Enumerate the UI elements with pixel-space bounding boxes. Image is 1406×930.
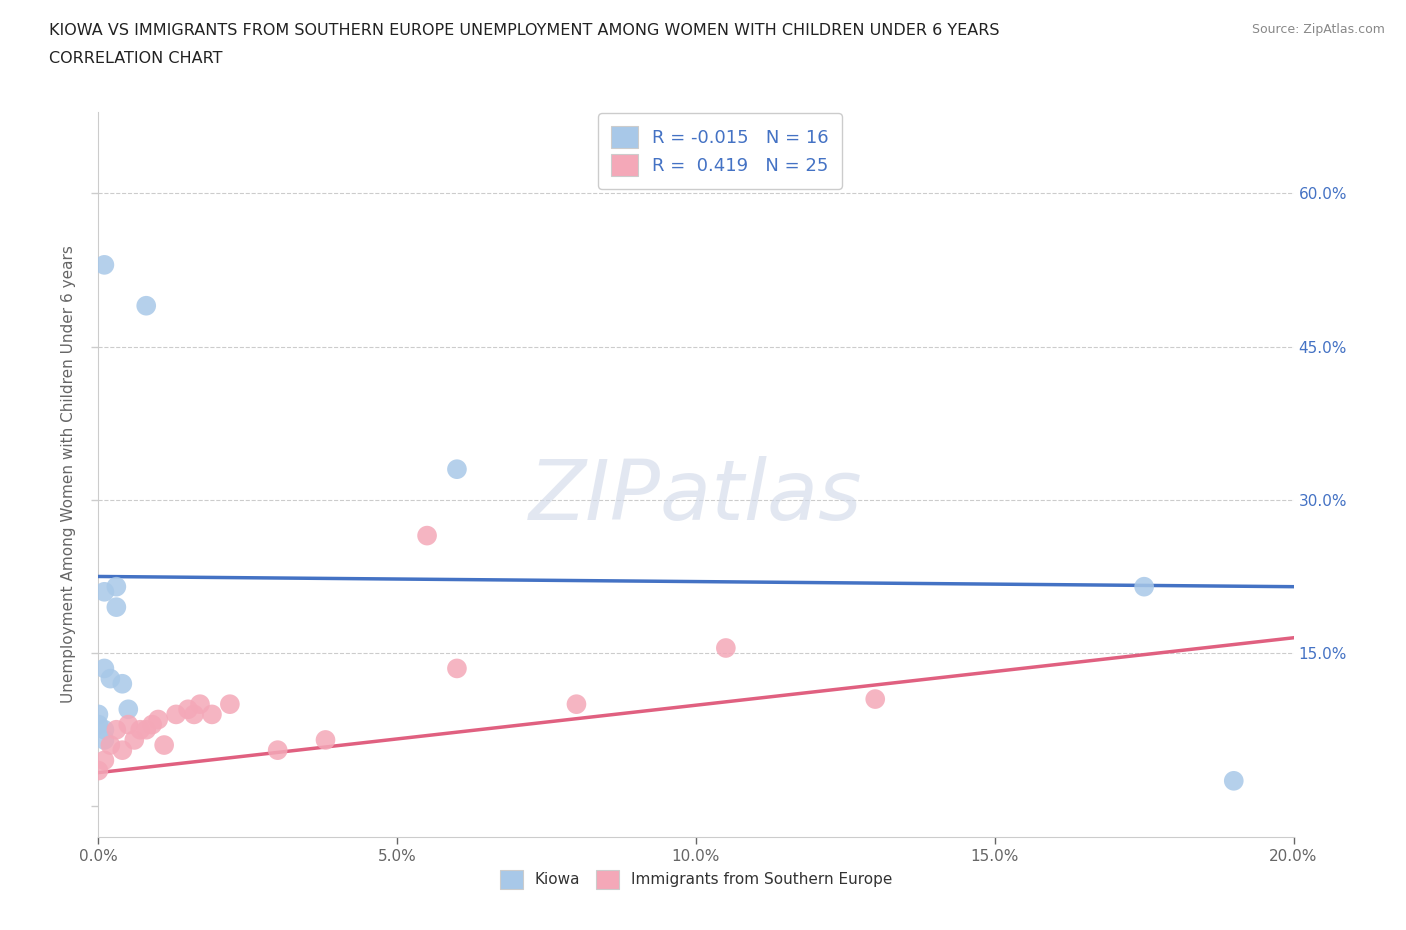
Point (141, 717, 163, 732)
Y-axis label: Unemployment Among Women with Children Under 6 years: Unemployment Among Women with Children U… (60, 246, 76, 703)
Point (267, 743, 290, 758)
Point (165, 707, 187, 722)
Point (1133, 579, 1156, 594)
Text: Source: ZipAtlas.com: Source: ZipAtlas.com (1251, 23, 1385, 36)
Point (93, 723, 115, 737)
Point (446, 462, 468, 477)
Point (117, 702, 139, 717)
Point (135, 723, 157, 737)
Point (416, 528, 439, 543)
Point (153, 737, 176, 752)
Point (129, 723, 152, 737)
Point (117, 717, 139, 732)
Point (93, 258, 115, 272)
Point (87, 764, 110, 778)
Point (98, 737, 122, 752)
Point (87, 707, 110, 722)
Point (1223, 774, 1246, 789)
Point (98, 671, 122, 686)
Point (93, 733, 115, 748)
Point (93, 753, 115, 768)
Legend: Kiowa, Immigrants from Southern Europe: Kiowa, Immigrants from Southern Europe (494, 864, 898, 895)
Point (105, 723, 128, 737)
Point (714, 641, 737, 656)
Point (93, 661, 115, 676)
Point (183, 707, 205, 722)
Text: ZIPatlas: ZIPatlas (529, 456, 863, 537)
Point (87, 717, 110, 732)
Point (93, 584, 115, 599)
Point (135, 299, 157, 313)
Point (105, 600, 128, 615)
Point (446, 661, 468, 676)
Text: KIOWA VS IMMIGRANTS FROM SOUTHERN EUROPE UNEMPLOYMENT AMONG WOMEN WITH CHILDREN : KIOWA VS IMMIGRANTS FROM SOUTHERN EUROPE… (49, 23, 1000, 38)
Point (565, 697, 588, 711)
Point (111, 676, 134, 691)
Point (865, 692, 887, 707)
Point (124, 733, 146, 748)
Point (177, 702, 200, 717)
Point (201, 707, 224, 722)
Point (315, 733, 337, 748)
Point (219, 697, 242, 711)
Point (148, 712, 170, 727)
Text: CORRELATION CHART: CORRELATION CHART (49, 51, 222, 66)
Point (111, 743, 134, 758)
Point (188, 697, 211, 711)
Point (105, 579, 128, 594)
